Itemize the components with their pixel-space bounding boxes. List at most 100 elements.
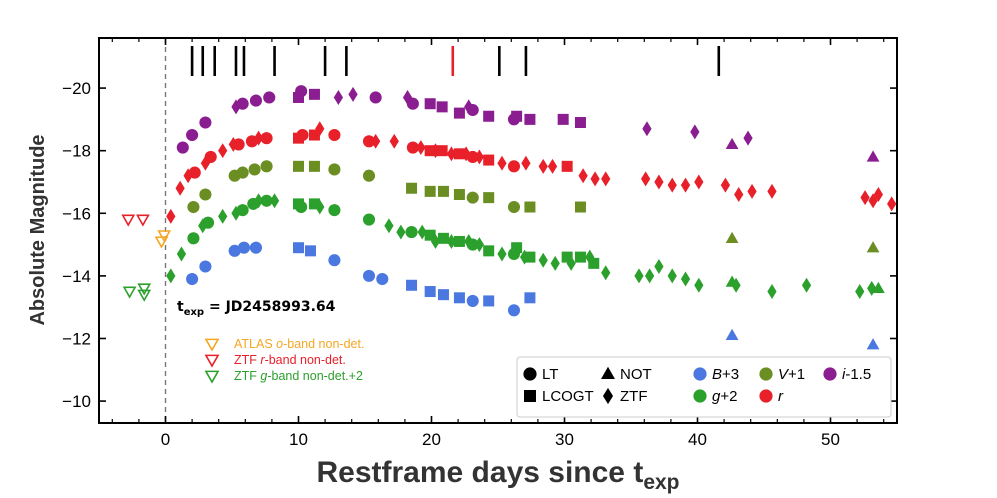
data-point-r [561, 160, 573, 172]
x-tick-label: 0 [161, 430, 170, 449]
data-point-V+1 [406, 182, 418, 194]
data-point-i-1.5 [524, 113, 536, 125]
data-point-B+3 [228, 244, 241, 257]
data-point-B+3 [725, 328, 739, 340]
legend-marker [693, 389, 707, 403]
data-point-B+3 [304, 245, 316, 257]
data-point-r [175, 180, 185, 196]
data-point-g+2 [667, 268, 677, 284]
legend-label: LT [542, 366, 558, 383]
data-point-r [507, 160, 521, 173]
data-point-V+1 [362, 169, 376, 182]
data-point-g+2 [362, 213, 376, 226]
legend-box [516, 356, 892, 418]
data-point-r [873, 187, 883, 202]
data-point-i-1.5 [483, 110, 495, 122]
data-point-g+2 [474, 237, 484, 253]
data-point-g+2 [453, 235, 465, 247]
legend-label: r [778, 388, 784, 405]
data-point-r [466, 150, 479, 163]
data-point-g+2 [308, 198, 320, 210]
data-point-g+2 [588, 257, 600, 269]
data-point-r [362, 135, 376, 148]
data-point-V+1 [187, 200, 200, 214]
legend-marker [524, 390, 536, 402]
data-point-r [767, 183, 777, 199]
data-point-r [389, 133, 399, 149]
legend-marker [823, 367, 837, 381]
data-point-r [446, 146, 457, 162]
data-point-g+2 [566, 255, 576, 271]
data-point-V+1 [524, 201, 536, 213]
data-point-g+2 [166, 268, 176, 284]
data-point-r [860, 190, 870, 206]
data-point-g+2 [384, 218, 394, 234]
data-point-B+3 [507, 304, 521, 317]
data-point-i-1.5 [406, 97, 419, 110]
data-point-V+1 [328, 163, 341, 176]
data-point-r [166, 208, 176, 224]
data-point-i-1.5 [424, 98, 436, 110]
legend-label: g+2 [712, 388, 737, 405]
data-point-g+2 [218, 208, 228, 224]
data-point-r [474, 149, 484, 165]
data-point-r [436, 145, 448, 157]
data-point-g+2 [405, 226, 418, 239]
data-point-r [416, 140, 426, 156]
legend-marker [759, 367, 773, 381]
data-point-g+2 [269, 193, 280, 209]
data-point-V+1 [260, 160, 273, 173]
data-point-g+2 [446, 233, 457, 249]
data-point-r [218, 143, 228, 159]
x-axis-title-sub: exp [643, 471, 679, 494]
data-point-r [328, 128, 341, 142]
data-point-r [371, 133, 381, 149]
data-point-B+3 [437, 289, 449, 301]
data-point-r [260, 132, 273, 145]
data-point-i-1.5 [511, 110, 523, 122]
data-point-g+2 [187, 232, 200, 245]
nondet-legend-label: ZTF g-band non-det.+2 [234, 369, 363, 383]
y-tick-label: −10 [62, 392, 91, 411]
data-point-B+3 [866, 338, 880, 350]
data-point-r [483, 154, 495, 166]
nondet-legend-label: ZTF r-band non-det. [234, 353, 346, 367]
legend-marker [602, 387, 614, 405]
data-point-i-1.5 [466, 103, 479, 117]
data-point-i-1.5 [642, 121, 652, 137]
data-point-i-1.5 [743, 130, 753, 146]
data-point-g+2 [466, 238, 479, 251]
data-point-g+2 [634, 268, 644, 284]
nondetection-point [137, 289, 152, 302]
data-point-B+3 [249, 241, 262, 254]
data-point-B+3 [453, 292, 465, 304]
data-point-g+2 [872, 281, 885, 294]
data-point-V+1 [308, 160, 320, 172]
x-tick-label: 20 [422, 430, 441, 449]
legend-marker [523, 367, 537, 381]
data-point-V+1 [453, 189, 465, 201]
data-point-g+2 [328, 204, 341, 217]
data-point-r [424, 145, 436, 157]
data-point-r [694, 174, 704, 190]
y-tick-label: −20 [62, 79, 91, 98]
data-point-r [308, 129, 320, 141]
data-point-i-1.5 [725, 137, 739, 150]
data-point-g+2 [260, 194, 273, 207]
data-point-g+2 [437, 232, 449, 244]
data-point-B+3 [424, 286, 436, 298]
data-point-B+3 [293, 242, 304, 254]
data-point-V+1 [248, 163, 261, 176]
legend-label: LCOGT [542, 388, 594, 405]
data-point-g+2 [253, 193, 264, 209]
data-point-r [747, 183, 757, 199]
data-point-g+2 [497, 246, 507, 262]
y-tick-label: −16 [62, 204, 91, 223]
nondet-legend-marker [204, 338, 220, 352]
data-point-V+1 [199, 188, 212, 201]
data-point-B+3 [406, 279, 418, 291]
data-point-B+3 [237, 241, 251, 254]
data-point-i-1.5 [186, 128, 199, 142]
data-point-r [204, 150, 217, 163]
data-point-r [667, 177, 677, 193]
